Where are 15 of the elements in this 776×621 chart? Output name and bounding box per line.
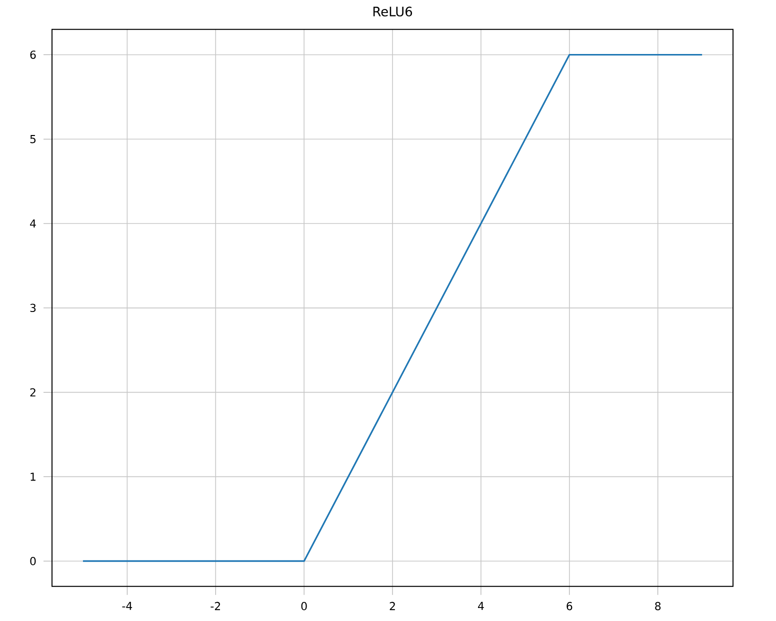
y-tick-label: 4 — [30, 219, 36, 228]
y-tick-label: 3 — [30, 304, 36, 312]
x-tick-label: 4 — [478, 602, 484, 610]
y-tick-label: 2 — [30, 388, 36, 396]
x-tick-label: 8 — [655, 602, 661, 610]
y-tick-label: 0 — [30, 556, 36, 566]
y-tick-label: 5 — [30, 134, 36, 144]
x-tick-label: 2 — [390, 602, 395, 610]
x-tick-label: 6 — [566, 602, 572, 610]
chart-title: ReLU6 — [373, 6, 412, 16]
y-tick-label: 1 — [30, 472, 36, 480]
x-tick-label: -4 — [122, 602, 132, 610]
y-tick-label: 6 — [30, 50, 36, 59]
x-tick-label: -2 — [210, 602, 220, 610]
x-tick-label: 0 — [301, 602, 307, 610]
